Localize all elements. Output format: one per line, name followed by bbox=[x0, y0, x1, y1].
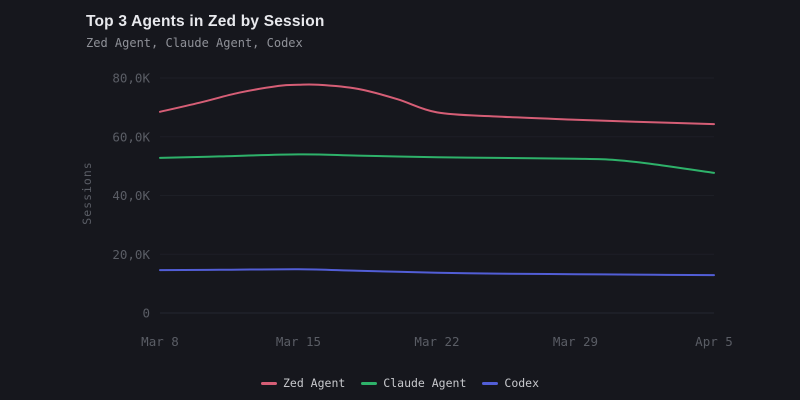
y-tick-label: 20,0K bbox=[112, 247, 150, 262]
y-tick-label: 80,0K bbox=[112, 71, 150, 86]
legend-label-codex: Codex bbox=[504, 376, 540, 390]
x-axis-tick-labels: Mar 8 Mar 15 Mar 22 Mar 29 Apr 5 bbox=[141, 334, 733, 349]
legend-label-claude-agent: Claude Agent bbox=[383, 376, 467, 390]
chart-legend: Zed Agent Claude Agent Codex bbox=[0, 376, 800, 390]
line-claude-agent bbox=[159, 153, 715, 174]
legend-swatch-claude-agent bbox=[361, 381, 378, 385]
legend-swatch-codex bbox=[482, 381, 499, 385]
x-tick-label: Mar 22 bbox=[414, 334, 459, 349]
x-tick-label: Apr 5 bbox=[695, 334, 733, 349]
legend-swatch-zed-agent bbox=[260, 381, 277, 385]
legend-item-claude-agent[interactable]: Claude Agent bbox=[361, 376, 466, 390]
chart-subtitle: Zed Agent, Claude Agent, Codex bbox=[86, 36, 303, 50]
y-tick-label: 60,0K bbox=[112, 129, 150, 144]
legend-label-zed-agent: Zed Agent bbox=[282, 376, 346, 390]
x-tick-label: Mar 29 bbox=[553, 334, 598, 349]
legend-item-zed-agent[interactable]: Zed Agent bbox=[260, 376, 346, 390]
line-codex bbox=[159, 268, 715, 277]
y-axis-tick-labels: 0 20,0K 40,0K 60,0K 80,0K bbox=[112, 71, 150, 321]
x-tick-label: Mar 8 bbox=[141, 334, 179, 349]
y-tick-label: 0 bbox=[142, 306, 150, 321]
y-axis-title: Sessions bbox=[80, 161, 94, 224]
chart-title: Top 3 Agents in Zed by Session bbox=[86, 13, 325, 30]
line-zed-agent bbox=[159, 83, 715, 126]
x-tick-label: Mar 15 bbox=[276, 334, 321, 349]
y-tick-label: 40,0K bbox=[112, 188, 150, 203]
legend-item-codex[interactable]: Codex bbox=[482, 376, 539, 390]
grid-layer bbox=[160, 77, 714, 314]
